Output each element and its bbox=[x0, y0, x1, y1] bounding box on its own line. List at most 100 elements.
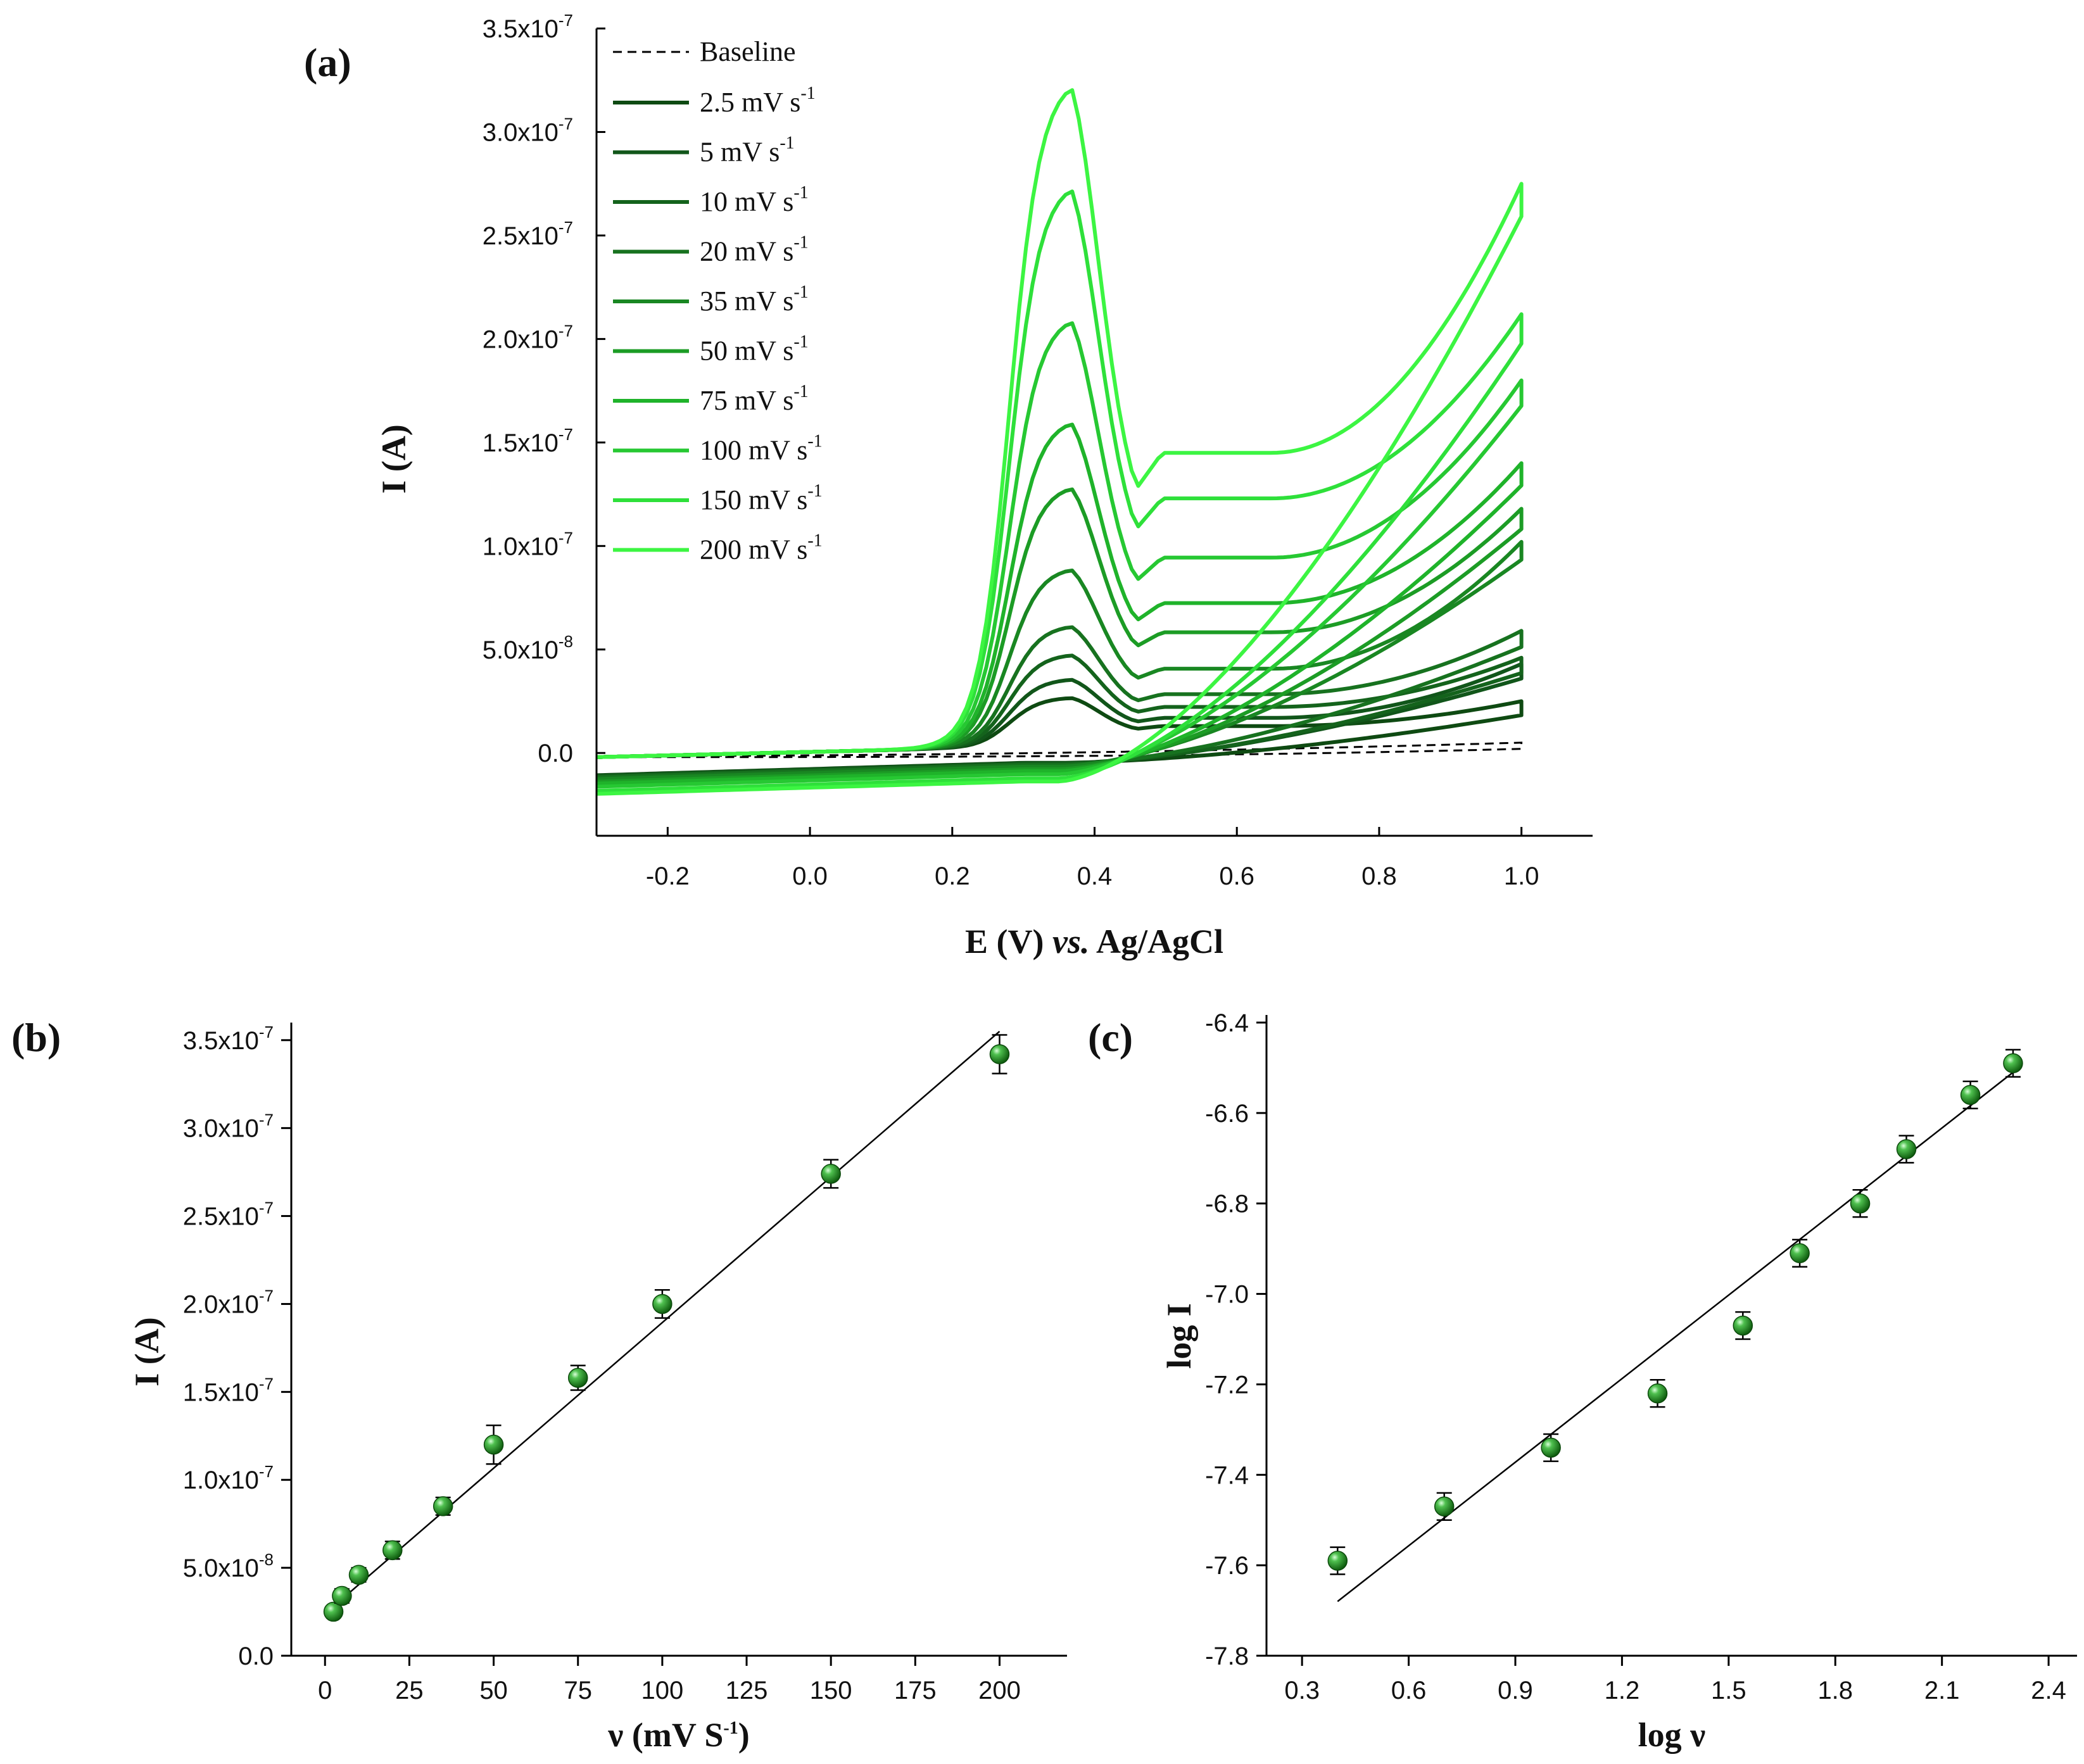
x-axis-title: ν (mV S-1) bbox=[607, 1716, 749, 1754]
legend-label: 75 mV s-1 bbox=[700, 382, 809, 416]
x-tick-label: 175 bbox=[894, 1677, 937, 1704]
x-tick-label: 75 bbox=[564, 1677, 592, 1704]
x-tick-label: 0.6 bbox=[1391, 1677, 1427, 1704]
x-tick-label: 2.1 bbox=[1924, 1677, 1960, 1704]
c-axes bbox=[1265, 1015, 2077, 1657]
data-point bbox=[1896, 1139, 1917, 1159]
y-tick-label: 1.5x10-7 bbox=[483, 425, 573, 457]
x-ticks: 0 25 50 75 100 125 150 175 200 bbox=[318, 1656, 1021, 1704]
x-tick-label: 1.8 bbox=[1817, 1677, 1853, 1704]
data-points bbox=[1327, 1049, 2023, 1575]
legend-label: 100 mV s-1 bbox=[700, 432, 823, 466]
y-axis-title: I (A) bbox=[375, 424, 413, 493]
data-point bbox=[989, 1044, 1010, 1064]
x-tick-label: 200 bbox=[978, 1677, 1021, 1704]
x-tick-label: 0.3 bbox=[1284, 1677, 1320, 1704]
legend-label: 5 mV s-1 bbox=[700, 134, 795, 168]
y-tick-label: -6.6 bbox=[1205, 1100, 1249, 1128]
x-tick-label: 125 bbox=[726, 1677, 768, 1704]
x-ticks: 0.3 0.6 0.9 1.2 1.5 1.8 2.1 2.4 bbox=[1284, 1656, 2066, 1704]
y-tick-label: -6.8 bbox=[1205, 1190, 1249, 1218]
cv-curve bbox=[596, 422, 1524, 786]
data-points bbox=[323, 1034, 1010, 1622]
data-point bbox=[1327, 1551, 1348, 1571]
data-point bbox=[821, 1164, 841, 1184]
x-tick-label: 25 bbox=[395, 1677, 424, 1704]
linear-fit bbox=[332, 1030, 1001, 1608]
x-tick-label: 0.2 bbox=[935, 862, 970, 890]
legend-label: 2.5 mV s-1 bbox=[700, 84, 816, 118]
y-tick-label: 3.5x10-7 bbox=[183, 1023, 274, 1055]
legend: Baseline 2.5 mV s-1 5 mV s-1 10 mV s-1 20 mV… bbox=[613, 36, 823, 565]
x-tick-label: 1.0 bbox=[1504, 862, 1539, 890]
y-ticks: 0.0 5.0x10-8 1.0x10-7 1.5x10-7 2.0x10-7 2.5x1… bbox=[183, 1023, 291, 1670]
x-tick-label: 0.8 bbox=[1361, 862, 1397, 890]
x-tick-label: 0.6 bbox=[1219, 862, 1254, 890]
y-tick-label: 0.0 bbox=[538, 740, 573, 767]
legend-label-baseline: Baseline bbox=[700, 36, 796, 67]
x-tick-label: 2.4 bbox=[2031, 1677, 2066, 1704]
y-tick-label: 1.5x10-7 bbox=[183, 1374, 274, 1406]
y-tick-label: 2.0x10-7 bbox=[183, 1286, 274, 1318]
data-point bbox=[348, 1565, 369, 1585]
x-axis-title: E (V) vs. Ag/AgCl bbox=[965, 923, 1223, 961]
data-point bbox=[567, 1368, 588, 1388]
data-point bbox=[2003, 1053, 2023, 1074]
panel-label-c: (c) bbox=[1088, 1015, 1133, 1060]
x-tick-label: 100 bbox=[641, 1677, 683, 1704]
legend-label: 35 mV s-1 bbox=[700, 282, 809, 317]
y-tick-label: -7.6 bbox=[1205, 1552, 1249, 1580]
legend-label: 20 mV s-1 bbox=[700, 233, 809, 267]
x-tick-label: 0 bbox=[318, 1677, 332, 1704]
x-ticks: -0.2 0.0 0.2 0.4 0.6 0.8 1.0 bbox=[646, 827, 1539, 890]
x-tick-label: 150 bbox=[810, 1677, 852, 1704]
y-ticks: 0.0 5.0x10-8 1.0x10-7 1.5x10-7 2.0x10-7 2.5x1… bbox=[483, 11, 605, 767]
x-tick-label: 1.5 bbox=[1711, 1677, 1746, 1704]
x-tick-label: 50 bbox=[479, 1677, 508, 1704]
data-point bbox=[1850, 1193, 1871, 1214]
x-axis-title: log ν bbox=[1638, 1716, 1706, 1754]
x-tick-label: 1.2 bbox=[1605, 1677, 1640, 1704]
y-tick-label: 1.0x10-7 bbox=[183, 1462, 274, 1494]
data-point bbox=[1960, 1085, 1981, 1106]
fit-line bbox=[332, 1030, 1001, 1608]
legend-label: 200 mV s-1 bbox=[700, 531, 823, 565]
y-tick-label: -7.2 bbox=[1205, 1371, 1249, 1399]
legend-label: 150 mV s-1 bbox=[700, 481, 823, 515]
data-point bbox=[332, 1585, 352, 1606]
x-tick-label: 0.0 bbox=[792, 862, 828, 890]
cyclic-voltammogram-panel: (a) -0.2 0.0 0.2 0.4 0.6 0.8 1.0 0.0 5.0x10-8 1.… bbox=[304, 11, 1593, 961]
data-point bbox=[1434, 1496, 1455, 1517]
y-tick-label: 2.0x10-7 bbox=[483, 321, 573, 353]
data-point bbox=[1647, 1383, 1668, 1404]
y-tick-label: 0.0 bbox=[238, 1642, 274, 1670]
b-axes bbox=[290, 1023, 1067, 1657]
y-tick-label: 1.0x10-7 bbox=[483, 528, 573, 560]
baseline-curve bbox=[597, 741, 1523, 759]
peak-current-vs-scan-rate-panel: (b) 0 25 50 75 100 125 150 175 200 0.0 5.0x10-8 1.… bbox=[11, 1015, 1067, 1754]
cv-curve bbox=[596, 88, 1524, 796]
legend-label: 10 mV s-1 bbox=[700, 183, 809, 217]
y-tick-label: 3.0x10-7 bbox=[483, 114, 573, 146]
y-ticks: -7.8 -7.6 -7.4 -7.2 -7.0 -6.8 -6.6 -6.4 bbox=[1205, 1009, 1266, 1670]
y-tick-label: 5.0x10-8 bbox=[183, 1550, 274, 1582]
data-point bbox=[1733, 1315, 1753, 1336]
y-axis-title: log I bbox=[1160, 1303, 1198, 1369]
data-point bbox=[1541, 1437, 1561, 1458]
y-tick-label: 2.5x10-7 bbox=[183, 1199, 274, 1231]
y-axis-title: I (A) bbox=[128, 1317, 166, 1386]
x-tick-label: 0.9 bbox=[1498, 1677, 1533, 1704]
y-tick-label: -7.0 bbox=[1205, 1281, 1249, 1309]
cv-curves bbox=[596, 88, 1524, 796]
x-tick-label: -0.2 bbox=[646, 862, 690, 890]
data-point bbox=[323, 1601, 344, 1622]
y-tick-label: -7.4 bbox=[1205, 1461, 1249, 1489]
legend-label: 50 mV s-1 bbox=[700, 332, 809, 367]
y-tick-label: -7.8 bbox=[1205, 1642, 1249, 1670]
x-tick-label: 0.4 bbox=[1077, 862, 1113, 890]
data-point bbox=[1790, 1243, 1810, 1264]
y-tick-label: 2.5x10-7 bbox=[483, 218, 573, 250]
data-point bbox=[652, 1294, 673, 1314]
y-tick-label: 5.0x10-8 bbox=[483, 632, 573, 664]
